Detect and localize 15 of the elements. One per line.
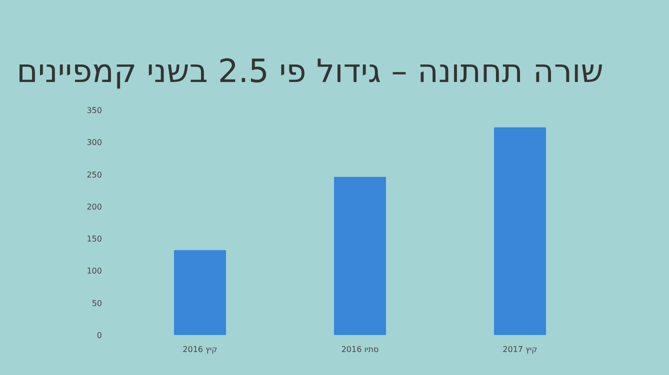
y-tick-label: 50 bbox=[92, 298, 102, 308]
y-tick-label: 150 bbox=[86, 234, 102, 244]
y-tick-label: 100 bbox=[86, 266, 102, 276]
x-tick-label: סתיו 2016 bbox=[341, 345, 379, 354]
bar bbox=[494, 127, 546, 335]
x-tick-label: קיץ 2017 bbox=[502, 345, 538, 354]
y-tick-label: 200 bbox=[86, 202, 102, 212]
bar bbox=[334, 176, 386, 335]
y-tick-label: 350 bbox=[86, 106, 102, 115]
x-tick-label: קיץ 2016 bbox=[182, 345, 218, 354]
y-tick-label: 0 bbox=[96, 331, 102, 340]
y-tick-label: 250 bbox=[86, 170, 102, 180]
chart-title: שורה תחתונה – גידול פי 2.5 בשני קמפיינים bbox=[16, 52, 604, 90]
y-tick-label: 300 bbox=[86, 138, 102, 148]
bar bbox=[174, 250, 226, 335]
